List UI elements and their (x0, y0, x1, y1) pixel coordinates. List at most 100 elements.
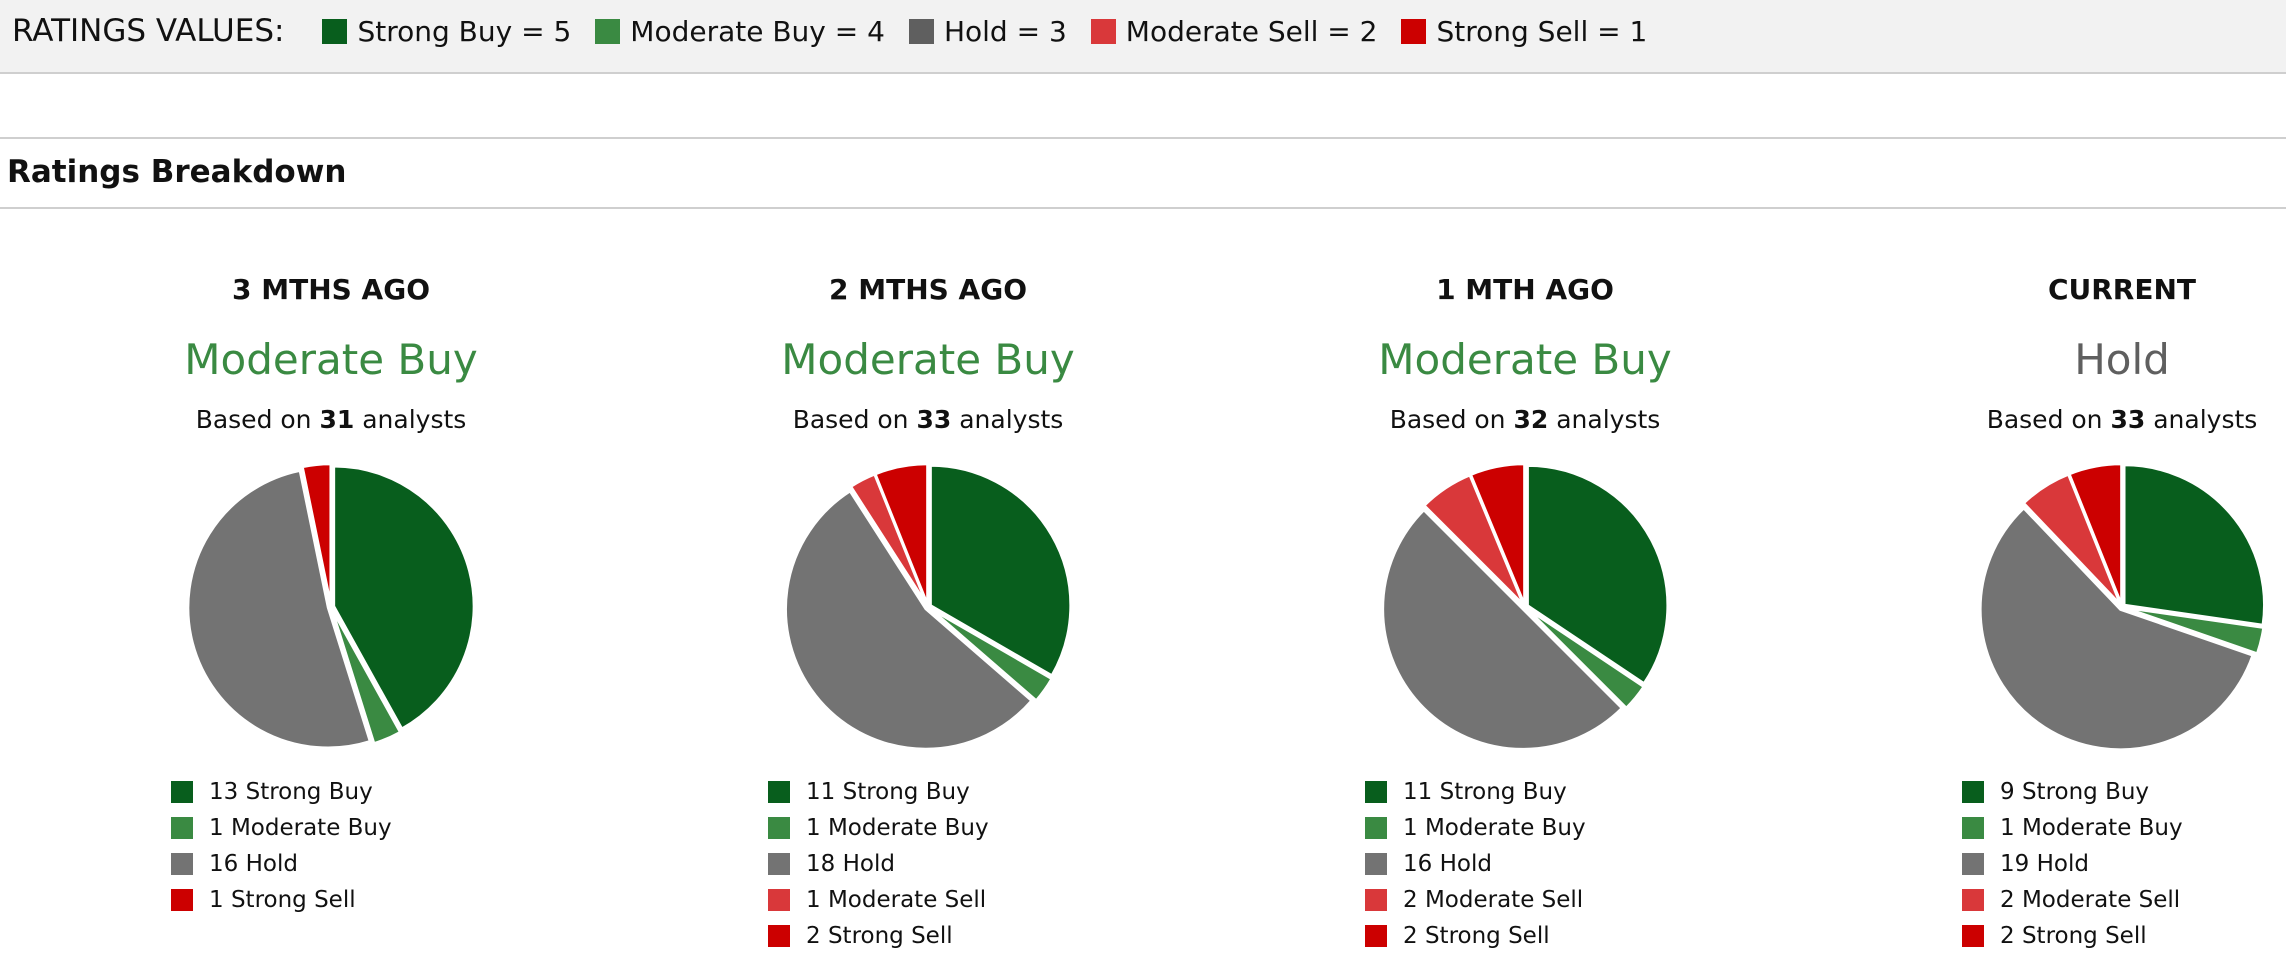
ratings-pie-chart (784, 462, 1072, 751)
section-divider-top (0, 137, 2286, 139)
legend-swatch (768, 781, 790, 803)
legend-item-moderate-buy: 1 Moderate Buy (171, 810, 392, 846)
legend-rating-name: Moderate Buy (1424, 815, 1586, 841)
pie-slice-hold (784, 489, 1033, 751)
pie-legend: 13 Strong Buy 1 Moderate Buy 16 Hold 1 Stro… (171, 774, 392, 918)
pie-slice-strong-sell (301, 462, 332, 606)
legend-count: 19 (2000, 851, 2030, 877)
legend-swatch (171, 853, 193, 875)
legend-item-moderate-buy: 1 Moderate Buy (1365, 810, 1586, 846)
legend-count: 2 (2000, 887, 2015, 913)
pie-legend: 9 Strong Buy 1 Moderate Buy 19 Hold 2 Moder… (1962, 774, 2183, 954)
legend-rating-name: Strong Buy (1439, 779, 1567, 805)
legend-item-hold: 16 Hold (171, 846, 392, 882)
panel-period: 2 MTHS AGO (829, 273, 1027, 306)
legend-item-strong-sell: 1 Strong Sell (171, 882, 392, 918)
based-on-suffix: analysts (362, 405, 467, 434)
legend-count: 2 (2000, 923, 2015, 949)
ratings-value-label: Moderate Sell = 2 (1125, 14, 1378, 48)
legend-rating-name: Strong Sell (2021, 923, 2147, 949)
legend-rating-name: Hold (2036, 851, 2089, 877)
based-on-prefix: Based on (195, 405, 312, 434)
legend-item-moderate-sell: 1 Moderate Sell (768, 882, 989, 918)
legend-swatch (768, 925, 790, 947)
legend-count: 2 (1403, 887, 1418, 913)
legend-rating-name: Moderate Sell (2021, 887, 2181, 913)
ratings-value-hold: Hold = 3 (908, 15, 1067, 48)
legend-item-hold: 16 Hold (1365, 846, 1586, 882)
legend-rating-name: Hold (245, 851, 298, 877)
legend-rating-name: Moderate Buy (827, 815, 989, 841)
legend-item-strong-sell: 2 Strong Sell (1365, 918, 1586, 954)
pie-slice-strong-buy (929, 464, 1072, 677)
ratings-value-moderate-buy: Moderate Buy = 4 (595, 15, 885, 48)
panel-analyst-count: Based on 32 analysts (1265, 402, 1785, 438)
legend-rating-name: Moderate Buy (2021, 815, 2183, 841)
legend-item-strong-buy: 9 Strong Buy (1962, 774, 2183, 810)
legend-count: 1 (209, 887, 224, 913)
moderate-sell-swatch (1090, 18, 1116, 44)
legend-swatch (1962, 925, 1984, 947)
legend-swatch (1962, 817, 1984, 839)
based-on-suffix: analysts (1556, 405, 1661, 434)
legend-label: 2 Moderate Sell (2000, 887, 2180, 913)
legend-swatch (1365, 925, 1387, 947)
panel-analyst-count: Based on 33 analysts (668, 402, 1188, 438)
legend-rating-name: Hold (842, 851, 895, 877)
legend-label: 2 Moderate Sell (1403, 887, 1583, 913)
legend-rating-name: Strong Sell (827, 923, 953, 949)
legend-label: 1 Moderate Buy (2000, 815, 2183, 841)
pie-slice-strong-buy (1526, 464, 1669, 685)
moderate-buy-swatch (595, 18, 621, 44)
analyst-count: 33 (916, 405, 952, 434)
legend-label: 2 Strong Sell (2000, 923, 2147, 949)
legend-swatch (768, 889, 790, 911)
legend-label: 1 Strong Sell (209, 887, 356, 913)
legend-label: 18 Hold (806, 851, 895, 877)
legend-label: 11 Strong Buy (1403, 779, 1567, 805)
legend-count: 1 (1403, 815, 1418, 841)
legend-rating-name: Strong Sell (1424, 923, 1550, 949)
legend-item-strong-buy: 11 Strong Buy (768, 774, 989, 810)
ratings-panel-1-month-ago: 1 MTH AGO Moderate Buy Based on 32 analy… (1265, 268, 1785, 968)
pie-slice-strong-buy (2123, 463, 2266, 627)
legend-rating-name: Strong Buy (2021, 779, 2150, 805)
legend-swatch (1962, 889, 1984, 911)
ratings-values-bar: RATINGS VALUES: Strong Buy = 5 Moderate … (0, 0, 2286, 74)
pie-slice-moderate-buy (929, 607, 1053, 702)
ratings-value-label: Strong Sell = 1 (1436, 14, 1648, 48)
panel-consensus: Hold (2074, 335, 2170, 384)
legend-swatch (1365, 889, 1387, 911)
ratings-value-strong-sell: Strong Sell = 1 (1401, 15, 1647, 48)
ratings-pie-chart (1979, 462, 2266, 751)
legend-rating-name: Strong Buy (842, 779, 970, 805)
pie-slice-moderate-buy (2123, 606, 2265, 655)
pie-slice-strong-sell (1469, 462, 1526, 606)
analyst-count: 31 (319, 405, 355, 434)
legend-label: 16 Hold (209, 851, 298, 877)
legend-count: 13 (209, 779, 239, 805)
legend-label: 2 Strong Sell (1403, 923, 1550, 949)
legend-count: 1 (806, 887, 821, 913)
legend-swatch (768, 817, 790, 839)
legend-rating-name: Hold (1439, 851, 1492, 877)
legend-item-strong-buy: 11 Strong Buy (1365, 774, 1586, 810)
legend-item-moderate-sell: 2 Moderate Sell (1365, 882, 1586, 918)
legend-item-moderate-sell: 2 Moderate Sell (1962, 882, 2183, 918)
legend-item-hold: 19 Hold (1962, 846, 2183, 882)
legend-rating-name: Moderate Buy (230, 815, 392, 841)
legend-count: 1 (806, 815, 821, 841)
ratings-values-row: RATINGS VALUES: Strong Buy = 5 Moderate … (12, 10, 1671, 52)
legend-swatch (1962, 781, 1984, 803)
ratings-value-moderate-sell: Moderate Sell = 2 (1090, 14, 1378, 48)
legend-count: 16 (209, 851, 239, 877)
ratings-value-strong-buy: Strong Buy = 5 (322, 15, 571, 48)
legend-label: 1 Moderate Buy (209, 815, 392, 841)
based-on-suffix: analysts (959, 405, 1064, 434)
pie-slice-moderate-buy (330, 608, 402, 745)
panel-period: CURRENT (2047, 273, 2197, 306)
legend-label: 9 Strong Buy (2000, 779, 2149, 805)
ratings-value-label: Moderate Buy = 4 (630, 14, 885, 48)
panel-period: 3 MTHS AGO (232, 273, 430, 306)
ratings-panel-current: CURRENT Hold Based on 33 analysts 9 Stro… (1862, 268, 2286, 968)
